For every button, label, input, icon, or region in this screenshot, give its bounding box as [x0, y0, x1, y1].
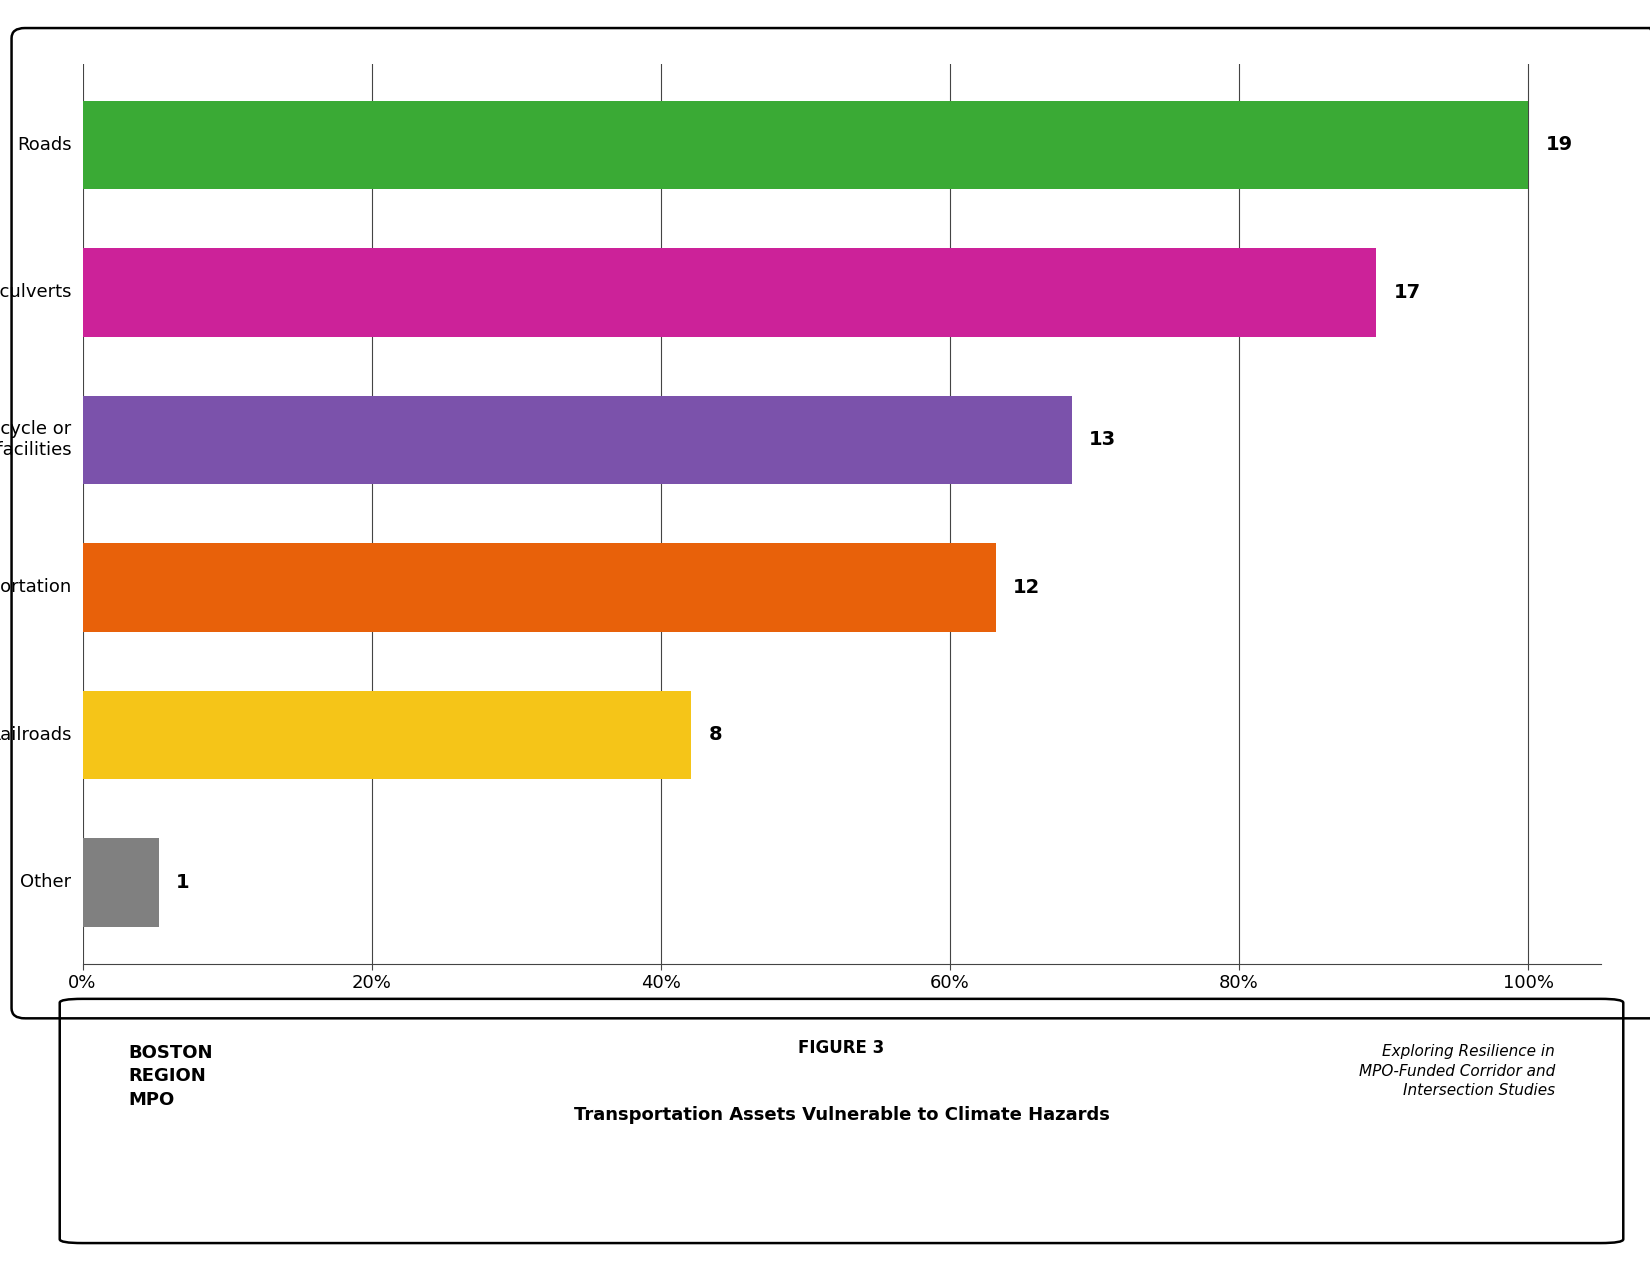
- Text: Transportation Assets Vulnerable to Climate Hazards: Transportation Assets Vulnerable to Clim…: [574, 1105, 1109, 1123]
- Bar: [82, 101, 1528, 189]
- Bar: [82, 543, 995, 631]
- Bar: [82, 691, 691, 779]
- Text: 17: 17: [1393, 283, 1421, 302]
- Bar: [82, 395, 1071, 484]
- FancyBboxPatch shape: [59, 998, 1624, 1243]
- X-axis label: Response Count (%): Response Count (%): [731, 1009, 952, 1028]
- Text: BOSTON
REGION
MPO: BOSTON REGION MPO: [129, 1044, 213, 1109]
- Text: 13: 13: [1089, 431, 1115, 449]
- Text: 1: 1: [177, 873, 190, 892]
- Text: Exploring Resilience in
MPO-Funded Corridor and
Intersection Studies: Exploring Resilience in MPO-Funded Corri…: [1358, 1044, 1554, 1099]
- Text: FIGURE 3: FIGURE 3: [799, 1039, 884, 1057]
- Bar: [82, 249, 1376, 337]
- Bar: [82, 838, 158, 927]
- Text: 19: 19: [1546, 135, 1572, 154]
- Text: 8: 8: [708, 725, 723, 745]
- Text: 12: 12: [1013, 578, 1040, 597]
